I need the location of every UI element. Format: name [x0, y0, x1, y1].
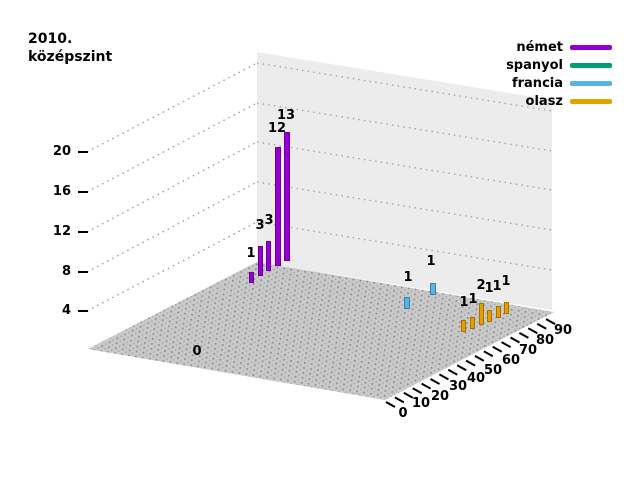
bar-nemet-3 [266, 241, 271, 271]
legend: német spanyol francia olasz [506, 38, 612, 110]
x-tick-label-30: 30 [448, 379, 468, 394]
chart-title-line1: 2010. [28, 31, 73, 47]
bar-nemet-5 [284, 132, 290, 261]
bar-olasz-3 [479, 303, 484, 325]
x-tick-label-50: 50 [483, 363, 503, 378]
z-tick-label-16: 16 [52, 184, 71, 199]
chart-title-line2: középszint [28, 49, 113, 65]
legend-label: német [516, 39, 563, 55]
legend-label: olasz [525, 93, 563, 109]
bar-nemet-1 [249, 272, 254, 283]
bar-value-label: 12 [267, 121, 287, 136]
x-tick-label-80: 80 [535, 333, 555, 348]
legend-label: spanyol [506, 57, 563, 73]
x-tick-label-70: 70 [518, 343, 538, 358]
floor-dot-grid [88, 262, 554, 400]
bar-value-label: 1 [492, 279, 502, 294]
bar-value-label: 13 [276, 108, 296, 123]
z-gridlines-wall [256, 62, 553, 271]
legend-label: francia [511, 75, 563, 91]
back-wall [257, 52, 552, 310]
x-tick-label-20: 20 [430, 389, 450, 404]
chart-title: 2010. középszint [28, 30, 112, 66]
legend-item-olasz: olasz [506, 92, 612, 110]
z-axis-ticks [78, 151, 88, 312]
bar-nemet-4 [275, 147, 281, 266]
bar-olasz-4 [487, 310, 492, 322]
x-tick-label-40: 40 [466, 371, 486, 386]
legend-swatch-olasz [570, 98, 612, 104]
x-axis-ticks [385, 318, 556, 408]
bar-value-label: 3 [264, 213, 274, 228]
bar-value-label: 1 [459, 295, 469, 310]
bar-value-label: 3 [255, 218, 265, 233]
bar-value-label: 1 [426, 254, 436, 269]
bar-value-label: 1 [246, 246, 256, 261]
bar-value-label: 1 [468, 292, 478, 307]
bar-value-label: 1 [403, 270, 413, 285]
z-tick-label-20: 20 [52, 144, 71, 159]
legend-swatch-spanyol [570, 62, 612, 68]
bar-francia-2 [430, 283, 436, 295]
z-tick-label-4: 4 [61, 303, 71, 318]
bar-value-label: 2 [476, 278, 486, 293]
z-tick-label-12: 12 [52, 224, 71, 239]
floor-zero-label: 0 [192, 344, 202, 359]
legend-item-spanyol: spanyol [506, 56, 612, 74]
bar-olasz-6 [504, 302, 509, 314]
z-tick-label-8: 8 [61, 264, 71, 279]
x-tick-label-0: 0 [398, 406, 408, 421]
bar-francia-1 [404, 297, 410, 309]
bar-olasz-2 [470, 317, 475, 329]
x-tick-label-90: 90 [553, 323, 573, 338]
z-gridlines-left [86, 62, 258, 312]
legend-swatch-francia [570, 80, 612, 86]
bar-olasz-1 [461, 320, 466, 332]
x-tick-label-60: 60 [501, 353, 521, 368]
legend-item-francia: francia [506, 74, 612, 92]
bar-value-label: 1 [484, 281, 494, 296]
legend-swatch-nemet [570, 44, 612, 50]
bar-nemet-2 [258, 246, 263, 276]
bar-olasz-5 [496, 306, 501, 318]
legend-item-nemet: német [506, 38, 612, 56]
x-tick-label-10: 10 [411, 396, 431, 411]
bar-value-label: 1 [501, 274, 511, 289]
